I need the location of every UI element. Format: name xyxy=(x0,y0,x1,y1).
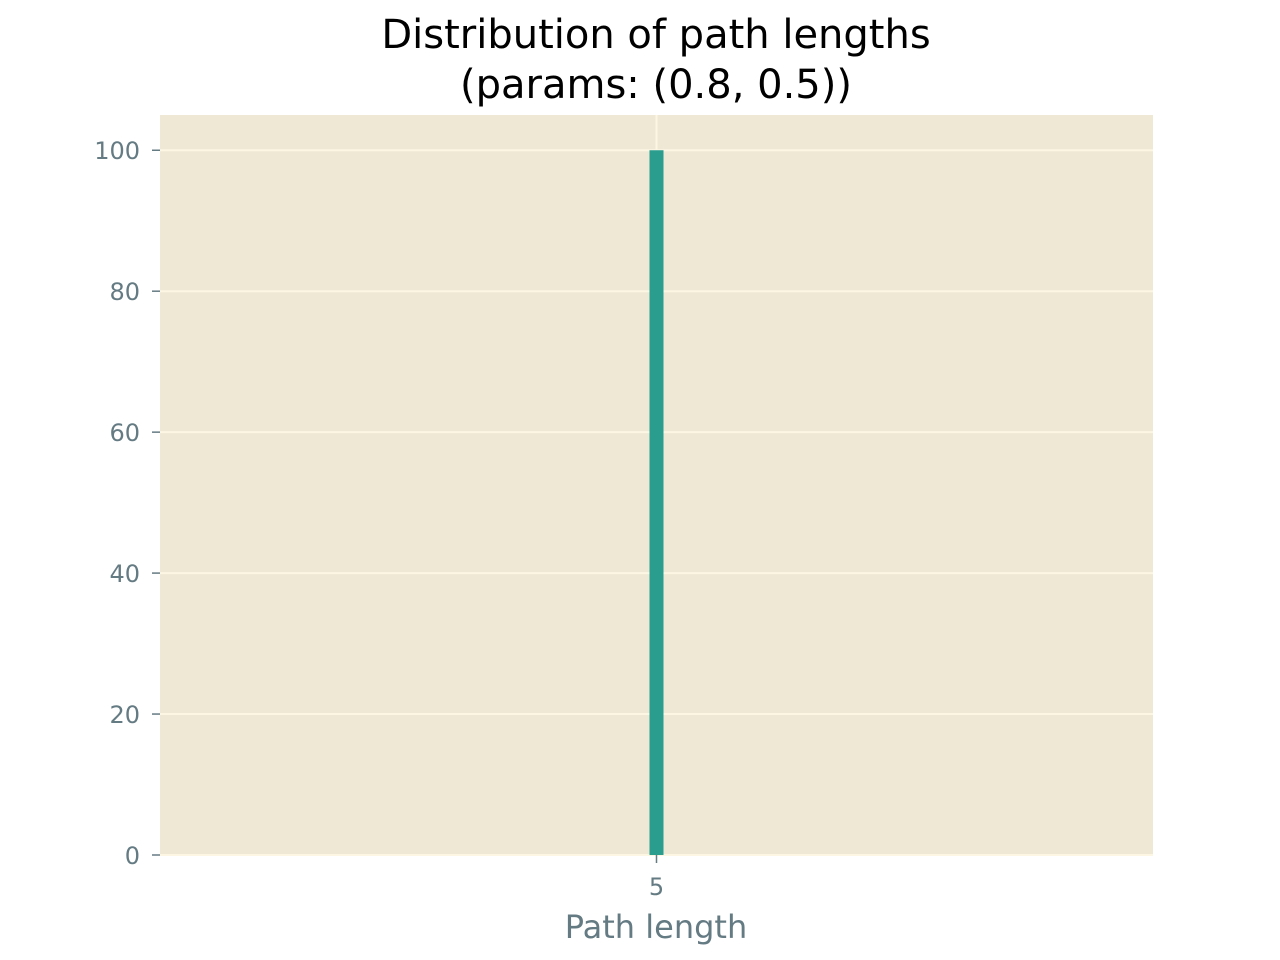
x-axis-label: Path length xyxy=(565,908,747,946)
y-axis: 0 20 40 60 80 100 xyxy=(94,137,160,870)
y-tick-label: 60 xyxy=(109,419,140,447)
chart-title-line-1: Distribution of path lengths xyxy=(381,12,930,58)
chart-title-line-2: (params: (0.8, 0.5)) xyxy=(460,62,852,108)
y-tick-label: 40 xyxy=(109,560,140,588)
y-tick-label: 0 xyxy=(125,842,140,870)
x-axis: 5 xyxy=(649,855,664,901)
y-tick-label: 20 xyxy=(109,701,140,729)
y-tick-label: 80 xyxy=(109,278,140,306)
bar xyxy=(649,150,664,855)
y-tick-label: 100 xyxy=(94,137,140,165)
bar-layer xyxy=(649,150,664,855)
x-tick-label: 5 xyxy=(649,873,664,901)
